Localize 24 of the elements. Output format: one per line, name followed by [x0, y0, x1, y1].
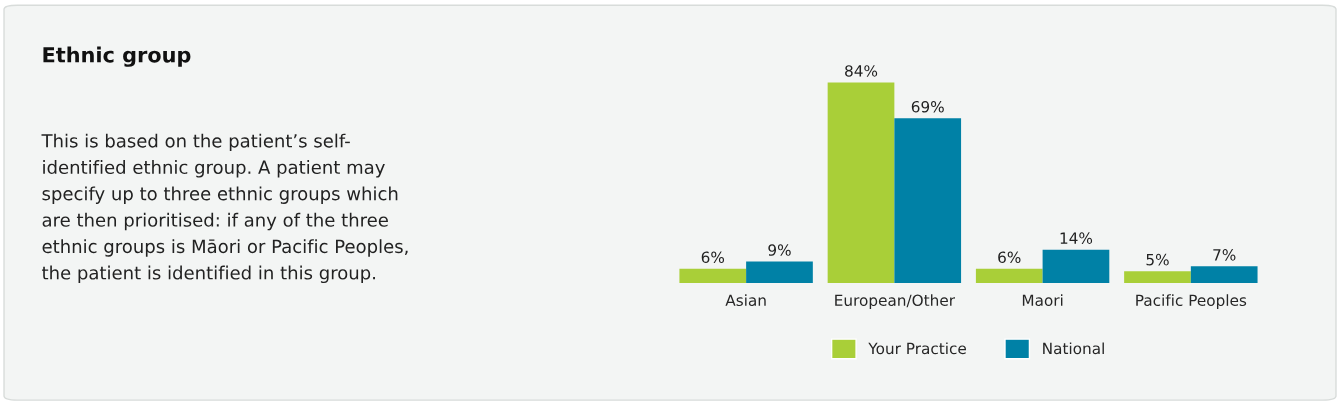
bar	[1190, 266, 1258, 284]
x-tick-label: Pacific Peoples	[1136, 294, 1247, 309]
legend-label: Your Practice	[868, 342, 966, 355]
bar	[975, 268, 1043, 284]
x-tick-label: European/Other	[835, 294, 956, 309]
data-label: 5%	[1146, 253, 1169, 266]
bar	[827, 82, 895, 284]
text: This is based on the patient’s self- identified ethnic group. A patient may specify up to three ethnic groups which are then prioritised: if any of the three ethnic groups is Māori or Pacific Peoples, the patient is identified in this group.	[41, 133, 408, 284]
bar	[1042, 249, 1110, 284]
x-tick-label: Maori	[1022, 294, 1063, 307]
bar	[746, 261, 813, 284]
bar	[679, 268, 747, 284]
data-label: 6%	[701, 251, 725, 264]
text: Ethnic group	[43, 46, 191, 67]
bar	[894, 118, 962, 284]
data-label: 9%	[768, 244, 791, 256]
data-label: 14%	[1060, 232, 1093, 244]
data-label: 6%	[998, 251, 1021, 264]
legend-label: National	[1043, 342, 1104, 355]
data-label: 84%	[845, 65, 878, 77]
bar	[1124, 271, 1191, 284]
data-label: 7%	[1213, 249, 1236, 261]
x-tick-label: Asian	[725, 294, 766, 307]
data-label: 69%	[911, 100, 944, 113]
